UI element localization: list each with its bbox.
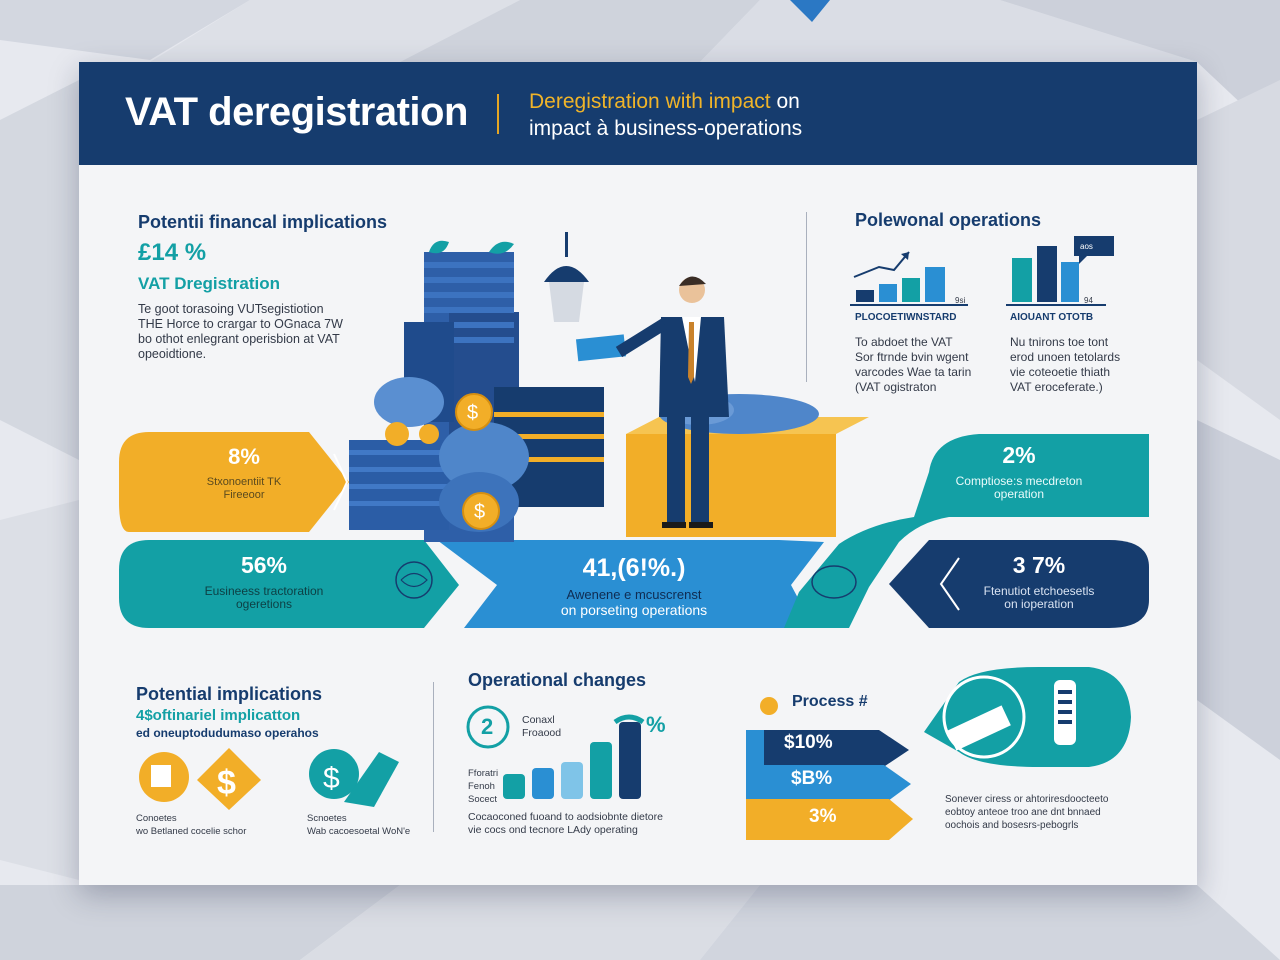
svg-text:$: $ [474, 501, 485, 523]
operations-col1-text: To abdoet the VAT Sor ftrnde bvin wgent … [855, 335, 972, 394]
implications-caption-2: Scnoetes Wab cacoesoetal WoN'e [307, 813, 411, 837]
bulb-icon [760, 697, 778, 715]
header-divider [497, 94, 499, 134]
implications-sub: 4$oftinariel implicatton [136, 707, 301, 724]
process-heading: Process # [792, 693, 868, 710]
process-arrows [746, 697, 913, 840]
svg-text:$: $ [217, 764, 236, 802]
implications-caption-1: Conoetes wo Betlaned cocelie schor [136, 813, 247, 837]
subtitle-accent: Deregistration with impact [529, 90, 771, 113]
chart2-label: AIOUANT OTOTB [1010, 312, 1094, 323]
financial-body: Te goot torasoing VUTsegistiotion THE Ho… [138, 302, 343, 361]
flow-arrow-yellow-left [119, 432, 349, 532]
flow-arrow-center [437, 540, 824, 628]
header-subtitle-line1: Deregistration with impact on [529, 90, 800, 114]
handshake-cycle-illustration [924, 667, 1131, 767]
financial-label: VAT Dregistration [138, 274, 280, 293]
flow-arrow-teal-left-text: 56% Eusineess tractoration ogeretions [204, 552, 324, 611]
yellow-box-illustration [626, 394, 869, 537]
globe-icon [395, 561, 433, 599]
subtitle-word: on [776, 90, 800, 113]
operations-heading: Polewonal operations [855, 210, 1042, 230]
svg-text:$: $ [323, 762, 340, 795]
header-subtitle-line2: impact à business-operations [529, 117, 803, 140]
operational-changes-chart [466, 705, 645, 799]
chart1-tag: 9si [955, 296, 966, 305]
dollar-chart-icon [309, 749, 359, 799]
chevron-left-icon [939, 557, 960, 611]
pendant-lamp-illustration [544, 232, 589, 322]
financial-icons: $ $ [139, 748, 399, 810]
flow-arrow-yellow-left-text: 8% Stxonoentiit TK Fireeoor [206, 444, 282, 501]
svg-text:$: $ [467, 402, 478, 424]
changes-caption: Cocaoconed fuoand to aodsiobnte dietore … [468, 811, 663, 836]
changes-percent: % [646, 712, 666, 737]
financial-heading: Potentii financal implications [138, 212, 388, 232]
chart2-badge: aos [1080, 242, 1093, 251]
flow-arrow-teal-left [119, 540, 459, 628]
page-title: VAT deregistration [125, 90, 468, 134]
operations-chart-1 [850, 251, 968, 306]
flow-band-teal-right-text: 2% Comptiose:s mecdreton operation [955, 442, 1083, 501]
process-item-1: $10% [784, 732, 833, 753]
implications-heading: Potential implications [136, 684, 323, 704]
process-caption: Sonever ciress or ahtoriresdoocteeto eob… [945, 794, 1109, 831]
flow-band-teal-right [784, 434, 1149, 628]
handshake-icon [947, 705, 1011, 751]
dollar-diamond-icon [197, 748, 261, 810]
operations-col2-text: Nu tnirons toe tont erod unoen tetolards… [1010, 335, 1121, 394]
operations-chart-2 [1006, 236, 1114, 306]
divider [433, 682, 434, 832]
money-stacks-illustration: $ $ [349, 240, 604, 542]
chart1-label: PLOCOETIWNSTARD [855, 312, 957, 323]
implications-sub2: ed oneuptodudumaso operahos [136, 726, 319, 740]
process-item-3: 3% [809, 806, 837, 827]
chevron-right-icon [333, 453, 349, 511]
graphics-layer: $ $ [119, 232, 1149, 840]
businessman-illustration [575, 276, 729, 528]
financial-stat: £14 % [138, 239, 207, 266]
speech-bubble-icon [1074, 236, 1114, 256]
flow-arrow-navy-right [889, 540, 1149, 628]
header-banner: VAT deregistration Deregistration with i… [79, 62, 1197, 165]
coin-icon [455, 393, 493, 431]
divider [806, 212, 807, 382]
changes-axis-text: Fforatri Fenoh Socect [468, 768, 499, 805]
changes-heading: Operational changes [468, 670, 647, 690]
flow-arrow-navy-right-text: 3 7% Ftenutiot etchoesetls on ioperation [983, 552, 1095, 611]
infographic-poster: VAT deregistration Deregistration with i… [79, 62, 1197, 885]
process-item-2: $B% [791, 768, 833, 789]
step-badge-icon [466, 705, 510, 749]
changes-badge: 2 [481, 714, 494, 739]
changes-badge-text: Conaxl Froaood [522, 714, 562, 739]
flow-arrow-center-text: 41,(6!%.) Awenene e mcuscrenst on porset… [560, 554, 708, 618]
piggy-bank-icon [811, 565, 857, 599]
calculator-icon [151, 765, 171, 787]
chart2-tag: 94 [1084, 296, 1093, 305]
